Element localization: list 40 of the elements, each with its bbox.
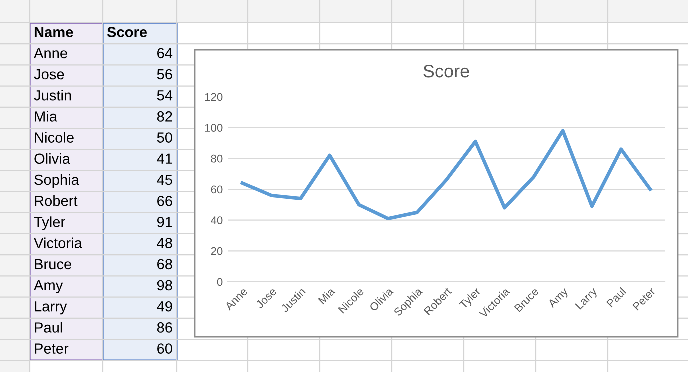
text: Robert bbox=[35, 196, 78, 206]
text: 60 bbox=[158, 344, 172, 354]
text: Nicole bbox=[35, 132, 74, 143]
chart-title: Score bbox=[424, 64, 470, 78]
text: 98 bbox=[157, 280, 172, 291]
y-tick-label: 120 bbox=[205, 93, 223, 102]
text: 50 bbox=[157, 132, 172, 143]
text: 49 bbox=[157, 301, 172, 312]
text: Justin bbox=[34, 90, 72, 101]
text: 82 bbox=[157, 112, 172, 122]
text: 54 bbox=[157, 90, 173, 101]
text: 91 bbox=[157, 217, 172, 228]
text: Bruce bbox=[35, 259, 72, 270]
text: Jose bbox=[34, 69, 64, 80]
text: Victoria bbox=[34, 238, 82, 248]
x-tick-label: Mia bbox=[318, 286, 336, 305]
y-tick-label: 40 bbox=[211, 216, 223, 224]
text: 64 bbox=[158, 48, 173, 59]
y-tick-label: 80 bbox=[211, 154, 223, 163]
text: 66 bbox=[158, 196, 172, 206]
text: 48 bbox=[157, 238, 172, 248]
text: 86 bbox=[157, 322, 172, 333]
text: Tyler bbox=[34, 216, 66, 230]
y-tick-label: 0 bbox=[217, 278, 223, 286]
text: Paul bbox=[35, 322, 62, 333]
text: 68 bbox=[158, 259, 172, 270]
y-tick-label: 60 bbox=[211, 186, 223, 194]
text: 45 bbox=[157, 174, 172, 186]
y-tick-label: 100 bbox=[205, 124, 223, 132]
text: Anne bbox=[34, 48, 68, 59]
line-series bbox=[240, 129, 652, 221]
text: Mia bbox=[35, 111, 58, 122]
text: Name bbox=[34, 27, 74, 38]
y-tick-label: 20 bbox=[211, 247, 223, 256]
text: 41 bbox=[157, 154, 172, 164]
text: Olivia bbox=[34, 153, 70, 164]
text: Peter bbox=[35, 344, 69, 354]
text: Score bbox=[107, 27, 148, 38]
text: Sophia bbox=[34, 174, 80, 188]
text: 56 bbox=[157, 69, 172, 80]
